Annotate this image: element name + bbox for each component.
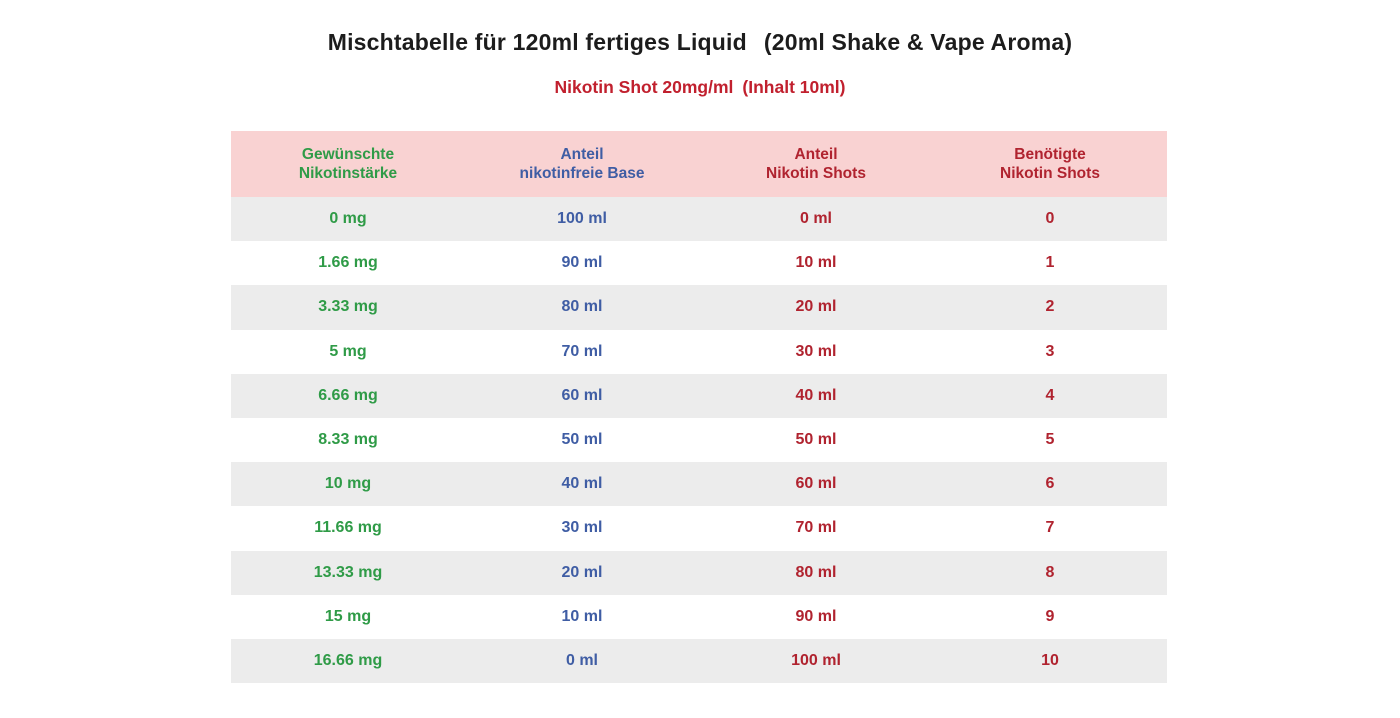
table-row: 0 mg 100 ml 0 ml 0 [231,197,1167,242]
column-header-nicotine-strength: Gewünschte Nikotinstärke [231,131,465,197]
cell-shots-ml: 10 ml [795,254,837,272]
cell-shots-ml: 70 ml [795,519,837,537]
cell-shots-ml: 90 ml [795,607,837,625]
page-title-note: (20ml Shake & Vape Aroma) [763,29,1073,55]
cell-shots-count: 4 [1045,386,1055,404]
cell-shots-ml: 0 ml [799,210,832,228]
cell-shots-ml: 50 ml [795,431,837,449]
table-row: 6.66 mg 60 ml 40 ml 4 [231,373,1167,418]
column-header-needed-shots: Benötigte Nikotin Shots [933,131,1167,197]
table-row: 10 mg 40 ml 60 ml 6 [231,462,1167,507]
column-header-nicotine-shots-ml: Anteil Nikotin Shots [699,131,933,197]
cell-shots-ml: 80 ml [795,563,837,581]
cell-base-ml: 20 ml [561,563,603,581]
cell-shots-ml: 40 ml [795,386,837,404]
column-header-line: Nikotin Shots [766,165,866,182]
page-subtitle-note: (Inhalt 10ml) [742,77,846,97]
cell-base-ml: 70 ml [561,342,603,360]
column-header-nicotine-free-base: Anteil nikotinfreie Base [465,131,699,197]
cell-nicotine-strength: 5 mg [329,342,367,360]
column-header-line: Benötigte [1014,146,1086,163]
cell-base-ml: 50 ml [561,431,603,449]
cell-shots-count: 8 [1045,563,1055,581]
cell-shots-count: 6 [1045,475,1055,493]
cell-nicotine-strength: 0 mg [329,210,367,228]
cell-nicotine-strength: 8.33 mg [318,431,378,449]
cell-shots-ml: 60 ml [795,475,837,493]
cell-base-ml: 0 ml [565,651,598,669]
cell-nicotine-strength: 6.66 mg [318,386,378,404]
cell-base-ml: 40 ml [561,475,603,493]
table-row: 11.66 mg 30 ml 70 ml 7 [231,506,1167,551]
table-row: 3.33 mg 80 ml 20 ml 2 [231,285,1167,330]
table-row: 8.33 mg 50 ml 50 ml 5 [231,417,1167,463]
table-row: 5 mg 70 ml 30 ml 3 [231,329,1167,374]
cell-base-ml: 100 ml [557,210,607,228]
column-header-line: Nikotin Shots [1000,165,1100,182]
table-row: 15 mg 10 ml 90 ml 9 [231,594,1167,639]
cell-nicotine-strength: 3.33 mg [318,298,378,316]
cell-shots-ml: 30 ml [795,342,837,360]
page-title: Mischtabelle für 120ml fertiges Liquid (2… [0,29,1400,56]
cell-shots-ml: 100 ml [791,651,841,669]
table-header-row: Gewünschte Nikotinstärke Anteil nikotinf… [231,131,1167,197]
cell-base-ml: 90 ml [561,254,603,272]
table-row: 13.33 mg 20 ml 80 ml 8 [231,550,1167,595]
cell-nicotine-strength: 13.33 mg [313,563,383,581]
cell-nicotine-strength: 15 mg [324,607,372,625]
cell-nicotine-strength: 11.66 mg [314,519,382,537]
cell-nicotine-strength: 16.66 mg [313,651,383,669]
cell-base-ml: 60 ml [561,386,603,404]
cell-nicotine-strength: 1.66 mg [318,254,378,272]
cell-shots-count: 1 [1045,254,1055,272]
cell-shots-count: 5 [1045,431,1055,449]
cell-shots-ml: 20 ml [795,298,837,316]
cell-base-ml: 80 ml [561,298,603,316]
cell-shots-count: 2 [1045,298,1055,316]
cell-shots-count: 0 [1045,210,1055,228]
column-header-line: Anteil [560,146,604,163]
column-header-line: Nikotinstärke [298,165,398,182]
page-subtitle-main: Nikotin Shot 20mg/ml [554,77,734,97]
cell-nicotine-strength: 10 mg [324,475,372,493]
cell-base-ml: 30 ml [561,519,603,537]
column-header-line: Gewünschte [301,146,395,163]
page-title-main: Mischtabelle für 120ml fertiges Liquid [327,29,747,55]
page-subtitle: Nikotin Shot 20mg/ml (Inhalt 10ml) [0,77,1400,98]
cell-shots-count: 7 [1045,519,1055,537]
mixing-table: Gewünschte Nikotinstärke Anteil nikotinf… [231,131,1167,684]
column-header-line: Anteil [794,146,838,163]
cell-shots-count: 10 [1041,651,1059,669]
table-row: 1.66 mg 90 ml 10 ml 1 [231,241,1167,286]
column-header-line: nikotinfreie Base [519,165,645,182]
cell-shots-count: 3 [1045,342,1055,360]
cell-base-ml: 10 ml [561,607,603,625]
cell-shots-count: 9 [1045,607,1055,625]
table-row: 16.66 mg 0 ml 100 ml 10 [231,638,1167,684]
